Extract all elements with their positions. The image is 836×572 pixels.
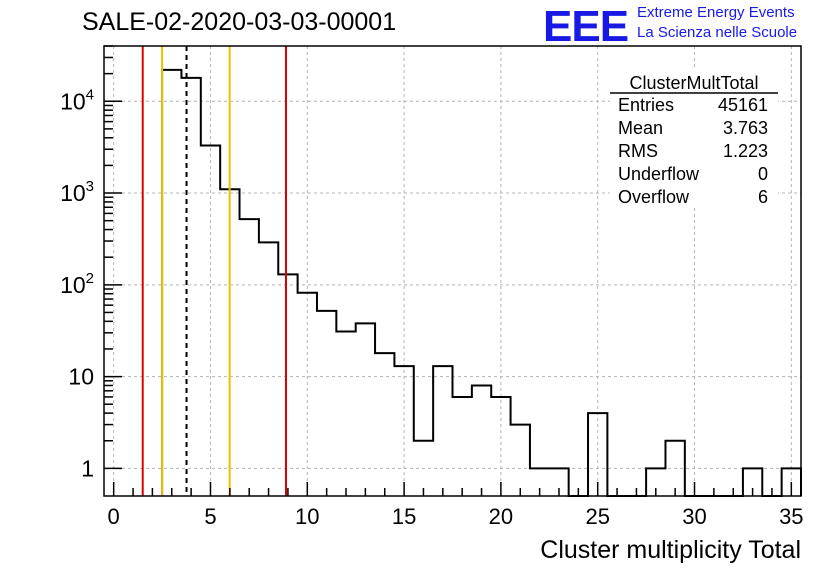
- histogram-bin: [394, 366, 413, 496]
- plot-frame: [103, 45, 802, 497]
- stats-row-label: Overflow: [618, 187, 690, 207]
- stats-row-label: Mean: [618, 118, 663, 138]
- y-tick-label: 10: [68, 364, 94, 390]
- logo-subtitle-line1: Extreme Energy Events: [637, 4, 795, 21]
- stats-box-title: ClusterMultTotal: [629, 73, 758, 93]
- eee-logo: EEE: [543, 2, 629, 51]
- x-tick-label: 30: [682, 504, 706, 529]
- x-tick-label: 35: [779, 504, 803, 529]
- histogram-bin: [336, 331, 355, 496]
- histogram-bin: [472, 385, 491, 496]
- x-tick-label: 5: [204, 504, 216, 529]
- histogram-bin: [181, 78, 200, 496]
- histogram-bin: [278, 274, 297, 496]
- x-tick-label: 10: [295, 504, 319, 529]
- stats-row-value: 1.223: [723, 141, 768, 161]
- x-tick-label: 20: [489, 504, 513, 529]
- histogram-bin: [491, 397, 510, 496]
- stats-row-label: Entries: [618, 95, 674, 115]
- histogram-bin: [317, 311, 336, 496]
- histogram-bin: [453, 397, 472, 496]
- stats-row-value: 6: [758, 187, 768, 207]
- histogram-outline: [161, 68, 802, 497]
- x-tick-label: 25: [585, 504, 609, 529]
- stats-row-label: RMS: [618, 141, 658, 161]
- stats-row-value: 45161: [718, 95, 768, 115]
- x-tick-label: 0: [108, 504, 120, 529]
- x-axis-label: Cluster multiplicity Total: [540, 536, 801, 564]
- histogram-bin: [433, 366, 452, 496]
- stats-row-value: 3.763: [723, 118, 768, 138]
- histogram-bin: [414, 441, 433, 496]
- y-tick-label: 102: [60, 270, 94, 298]
- histogram-bin: [298, 293, 317, 496]
- chart-title: SALE-02-2020-03-03-00001: [82, 8, 397, 36]
- logo-subtitle-line2: La Scienza nelle Scuole: [637, 24, 798, 41]
- histogram-bin: [375, 353, 394, 496]
- histogram-bin: [240, 219, 259, 496]
- y-tick-label: 1: [81, 455, 94, 481]
- y-tick-label: 104: [60, 86, 94, 114]
- histogram-bin: [259, 242, 278, 496]
- histogram-bin: [356, 323, 375, 496]
- x-tick-label: 15: [392, 504, 416, 529]
- histogram-bin: [665, 441, 684, 496]
- stats-row-label: Underflow: [618, 164, 700, 184]
- histogram-bin: [201, 145, 220, 496]
- histogram-bin: [511, 425, 530, 496]
- y-tick-label: 103: [60, 178, 94, 206]
- stats-row-value: 0: [758, 164, 768, 184]
- histogram-bin: [162, 70, 181, 496]
